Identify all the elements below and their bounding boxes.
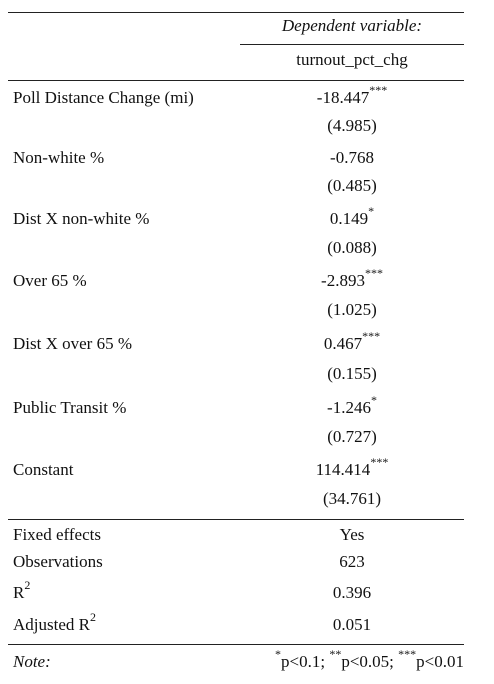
row-label: Non-white % (13, 148, 105, 167)
coef-value: -2.893 (321, 271, 365, 290)
sig3-text: p<0.01 (416, 652, 464, 671)
row-se: (1.025) (327, 300, 377, 319)
r2-label-sup: 2 (24, 578, 31, 592)
fixed-effects-value: Yes (339, 525, 365, 544)
header-subrule (240, 44, 464, 45)
stats-rule (8, 519, 464, 520)
row-coef: -18.447*** (240, 84, 464, 108)
row-coef: -0.768 (240, 148, 464, 168)
sig-stars: * (370, 393, 377, 407)
row-label: Dist X non-white % (13, 209, 150, 228)
r2-label-text: R (13, 583, 25, 602)
sig-stars: *** (364, 266, 383, 280)
r2-label: R2 (13, 579, 30, 603)
row-se: (0.155) (327, 364, 377, 383)
header-rule (8, 80, 464, 81)
coef-value: 0.467 (323, 334, 363, 353)
coef-value: 0.149 (329, 209, 369, 228)
fixed-effects-label: Fixed effects (13, 525, 101, 544)
row-se: (34.761) (322, 489, 382, 508)
observations-label: Observations (13, 552, 103, 571)
coef-value: 114.414 (315, 460, 371, 479)
adj-r2-label-sup: 2 (89, 610, 96, 624)
row-coef: 0.467*** (240, 330, 464, 354)
sig-stars: * (368, 204, 375, 218)
sig1-text: p<0.1; (281, 652, 330, 671)
row-se: (0.727) (327, 427, 377, 446)
coef-value: -18.447 (316, 88, 370, 107)
row-se: (4.985) (327, 116, 377, 135)
sig-stars: *** (362, 329, 381, 343)
row-coef: -2.893*** (240, 267, 464, 291)
observations-value: 623 (339, 552, 365, 571)
sig2-text: p<0.05; (341, 652, 399, 671)
sig3-star: *** (398, 647, 417, 661)
r2-value: 0.396 (332, 583, 372, 602)
dependent-variable-name: turnout_pct_chg (296, 50, 408, 69)
adj-r2-label-text: Adjusted R (13, 615, 90, 634)
adj-r2-label: Adjusted R2 (13, 611, 96, 635)
sig1-star: * (275, 647, 282, 661)
sig-stars: *** (369, 83, 388, 97)
row-coef: -1.246* (240, 394, 464, 418)
dependent-variable-label: Dependent variable: (281, 16, 423, 35)
row-se: (0.485) (327, 176, 377, 195)
top-rule (8, 12, 464, 13)
sig2-star: ** (329, 647, 342, 661)
coef-value: -1.246 (327, 398, 371, 417)
row-label: Poll Distance Change (mi) (13, 88, 194, 107)
note-label: Note: (13, 652, 51, 671)
adj-r2-value: 0.051 (332, 615, 372, 634)
row-label: Over 65 % (13, 271, 87, 290)
sig-stars: *** (370, 455, 389, 469)
row-label: Public Transit % (13, 398, 127, 417)
row-coef: 114.414*** (240, 456, 464, 480)
row-coef: 0.149* (240, 205, 464, 229)
note-significance: *p<0.1; **p<0.05; ***p<0.01 (275, 648, 464, 672)
coef-value: -0.768 (330, 148, 374, 167)
row-label: Dist X over 65 % (13, 334, 132, 353)
row-se: (0.088) (327, 238, 377, 257)
row-label: Constant (13, 460, 74, 479)
bottom-rule (8, 644, 464, 645)
